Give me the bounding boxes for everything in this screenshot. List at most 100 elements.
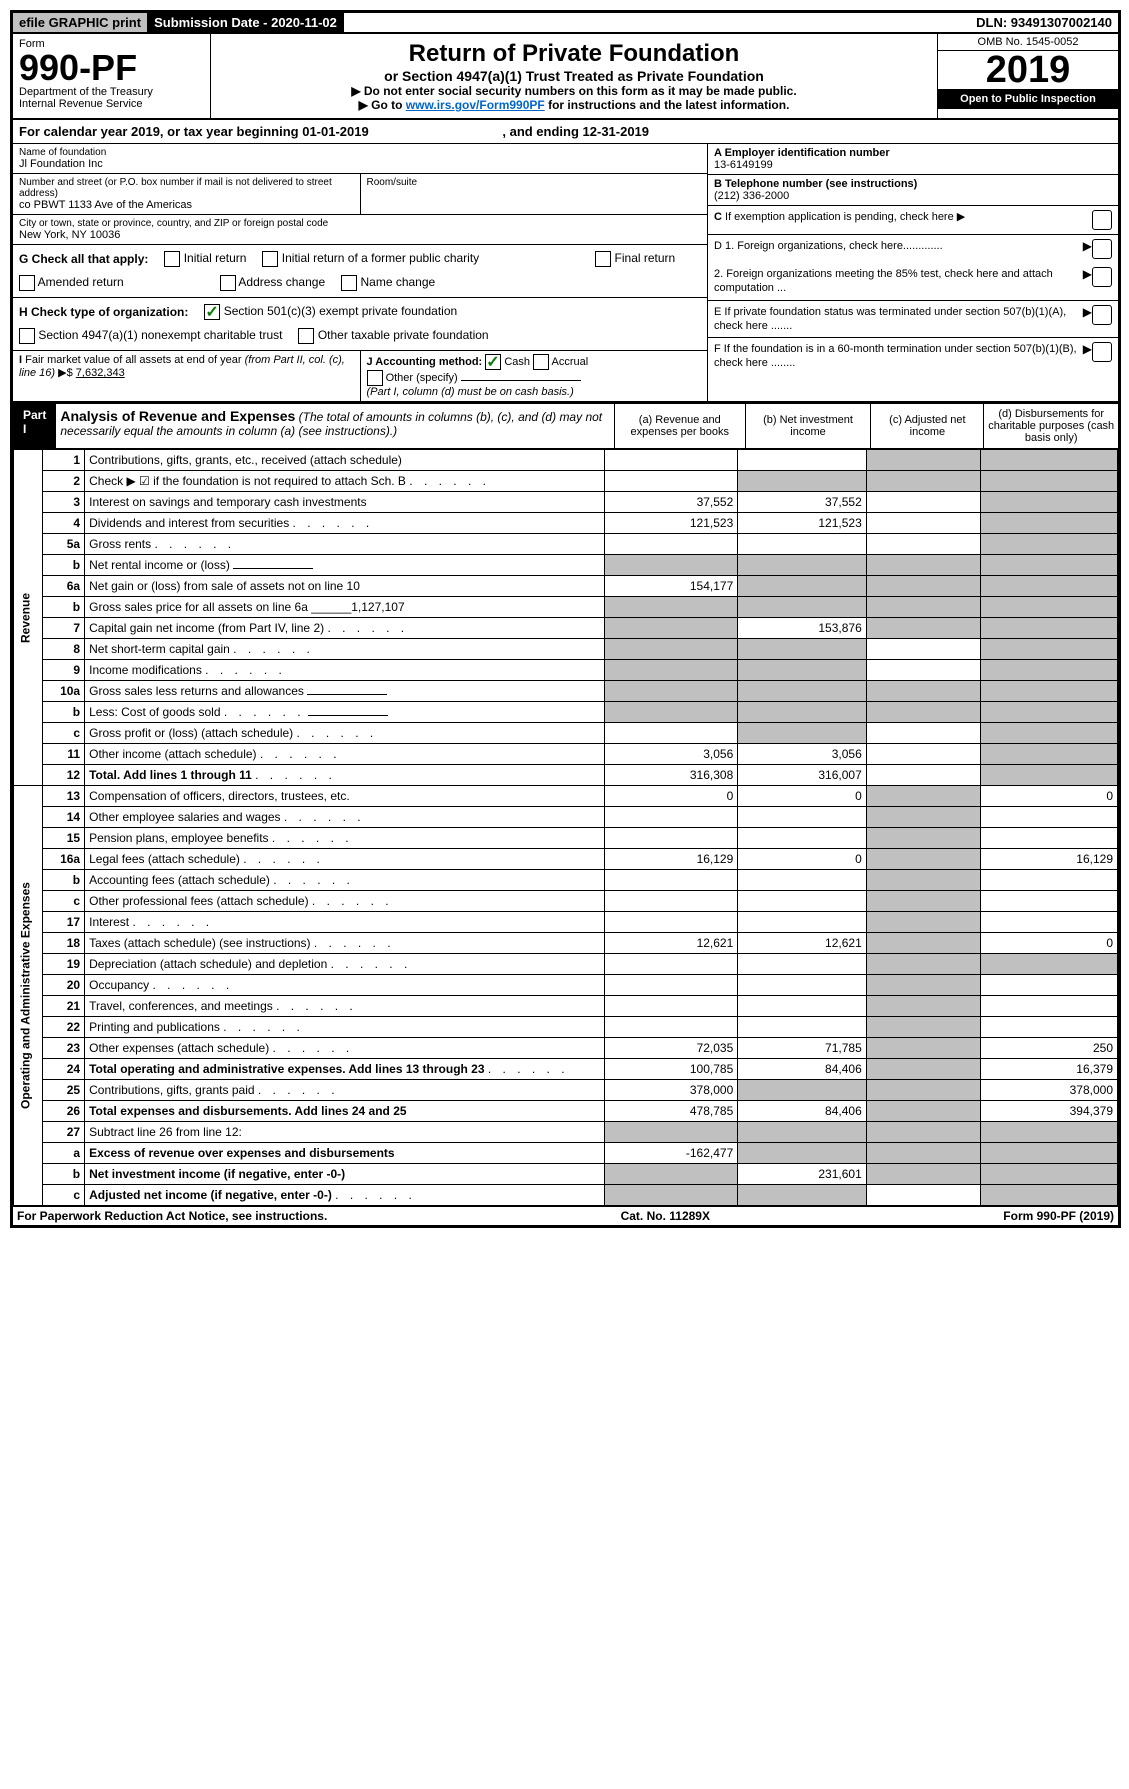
line-description: Contributions, gifts, grants paid . . . … bbox=[85, 1080, 605, 1101]
line-number: 12 bbox=[42, 765, 84, 786]
value-cell: 0 bbox=[604, 786, 737, 807]
table-row: 19Depreciation (attach schedule) and dep… bbox=[14, 954, 1118, 975]
other-taxable-check[interactable] bbox=[298, 328, 314, 344]
table-row: cGross profit or (loss) (attach schedule… bbox=[14, 723, 1118, 744]
line-description: Less: Cost of goods sold . . . . . . bbox=[85, 702, 605, 723]
value-cell bbox=[866, 975, 980, 996]
line-description: Compensation of officers, directors, tru… bbox=[85, 786, 605, 807]
line-description: Subtract line 26 from line 12: bbox=[85, 1122, 605, 1143]
fmv-value: 7,632,343 bbox=[76, 367, 125, 379]
line-number: b bbox=[42, 1164, 84, 1185]
line-description: Printing and publications . . . . . . bbox=[85, 1017, 605, 1038]
lines-table: Revenue1Contributions, gifts, grants, et… bbox=[13, 449, 1118, 1206]
501c3-check[interactable] bbox=[204, 304, 220, 320]
line-description: Other expenses (attach schedule) . . . .… bbox=[85, 1038, 605, 1059]
value-cell bbox=[604, 870, 737, 891]
table-row: 27Subtract line 26 from line 12: bbox=[14, 1122, 1118, 1143]
table-row: bLess: Cost of goods sold . . . . . . bbox=[14, 702, 1118, 723]
table-row: 6aNet gain or (loss) from sale of assets… bbox=[14, 576, 1118, 597]
value-cell bbox=[604, 912, 737, 933]
value-cell: 72,035 bbox=[604, 1038, 737, 1059]
line-description: Net short-term capital gain . . . . . . bbox=[85, 639, 605, 660]
final-return-check[interactable] bbox=[595, 251, 611, 267]
line-number: b bbox=[42, 597, 84, 618]
table-row: 2Check ▶ ☑ if the foundation is not requ… bbox=[14, 471, 1118, 492]
table-row: 8Net short-term capital gain . . . . . . bbox=[14, 639, 1118, 660]
value-cell bbox=[738, 891, 866, 912]
value-cell bbox=[980, 870, 1117, 891]
initial-return-check[interactable] bbox=[164, 251, 180, 267]
value-cell bbox=[738, 681, 866, 702]
line-description: Dividends and interest from securities .… bbox=[85, 513, 605, 534]
value-cell: 153,876 bbox=[738, 618, 866, 639]
value-cell bbox=[866, 534, 980, 555]
value-cell bbox=[980, 996, 1117, 1017]
line-number: a bbox=[42, 1143, 84, 1164]
amended-return-check[interactable] bbox=[19, 275, 35, 291]
value-cell bbox=[866, 702, 980, 723]
value-cell bbox=[604, 471, 737, 492]
value-cell bbox=[866, 996, 980, 1017]
calendar-year-row: For calendar year 2019, or tax year begi… bbox=[13, 118, 1118, 144]
value-cell bbox=[866, 450, 980, 471]
value-cell bbox=[980, 513, 1117, 534]
table-row: 11Other income (attach schedule) . . . .… bbox=[14, 744, 1118, 765]
name-change-check[interactable] bbox=[341, 275, 357, 291]
line-description: Pension plans, employee benefits . . . .… bbox=[85, 828, 605, 849]
value-cell bbox=[604, 1017, 737, 1038]
efile-button[interactable]: efile GRAPHIC print bbox=[13, 13, 148, 32]
d2-check[interactable] bbox=[1092, 267, 1112, 287]
value-cell bbox=[866, 576, 980, 597]
cash-check[interactable] bbox=[485, 354, 501, 370]
address-change-check[interactable] bbox=[220, 275, 236, 291]
f-check[interactable] bbox=[1092, 342, 1112, 362]
value-cell: 12,621 bbox=[738, 933, 866, 954]
value-cell bbox=[980, 1185, 1117, 1206]
instruction-1: ▶ Do not enter social security numbers o… bbox=[217, 84, 931, 98]
value-cell: 84,406 bbox=[738, 1101, 866, 1122]
value-cell bbox=[866, 849, 980, 870]
line-number: 6a bbox=[42, 576, 84, 597]
value-cell: -162,477 bbox=[604, 1143, 737, 1164]
irs-link[interactable]: www.irs.gov/Form990PF bbox=[406, 98, 545, 112]
table-row: 16aLegal fees (attach schedule) . . . . … bbox=[14, 849, 1118, 870]
c-check[interactable] bbox=[1092, 210, 1112, 230]
line-description: Income modifications . . . . . . bbox=[85, 660, 605, 681]
value-cell bbox=[866, 1164, 980, 1185]
value-cell bbox=[866, 723, 980, 744]
value-cell bbox=[980, 1164, 1117, 1185]
table-row: Operating and Administrative Expenses13C… bbox=[14, 786, 1118, 807]
line-number: 26 bbox=[42, 1101, 84, 1122]
value-cell: 316,007 bbox=[738, 765, 866, 786]
value-cell bbox=[866, 513, 980, 534]
value-cell bbox=[866, 639, 980, 660]
value-cell bbox=[604, 639, 737, 660]
value-cell bbox=[980, 765, 1117, 786]
line-description: Interest on savings and temporary cash i… bbox=[85, 492, 605, 513]
i-label: I Fair market value of all assets at end… bbox=[19, 354, 345, 379]
value-cell bbox=[738, 639, 866, 660]
e-check[interactable] bbox=[1092, 305, 1112, 325]
value-cell bbox=[604, 996, 737, 1017]
value-cell bbox=[738, 471, 866, 492]
line-number: 5a bbox=[42, 534, 84, 555]
table-row: cOther professional fees (attach schedul… bbox=[14, 891, 1118, 912]
value-cell bbox=[980, 723, 1117, 744]
value-cell bbox=[866, 828, 980, 849]
4947-check[interactable] bbox=[19, 328, 35, 344]
value-cell bbox=[866, 681, 980, 702]
accrual-check[interactable] bbox=[533, 354, 549, 370]
value-cell bbox=[604, 954, 737, 975]
table-row: 3Interest on savings and temporary cash … bbox=[14, 492, 1118, 513]
value-cell: 0 bbox=[980, 786, 1117, 807]
other-method-check[interactable] bbox=[367, 370, 383, 386]
value-cell bbox=[604, 1122, 737, 1143]
initial-former-check[interactable] bbox=[262, 251, 278, 267]
room-label: Room/suite bbox=[367, 177, 702, 188]
value-cell bbox=[738, 870, 866, 891]
d1-check[interactable] bbox=[1092, 239, 1112, 259]
addr-label: Number and street (or P.O. box number if… bbox=[19, 177, 354, 199]
value-cell bbox=[866, 1143, 980, 1164]
instruction-2: ▶ Go to www.irs.gov/Form990PF for instru… bbox=[217, 98, 931, 112]
value-cell bbox=[980, 912, 1117, 933]
